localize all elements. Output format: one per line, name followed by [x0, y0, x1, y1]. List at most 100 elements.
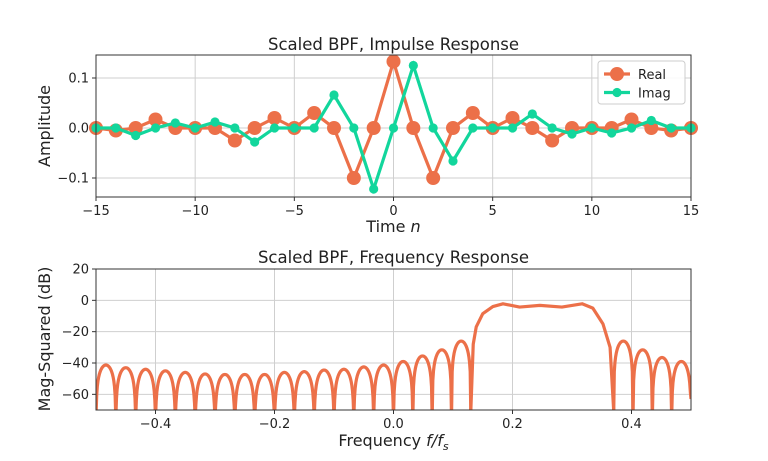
sidelobe: [193, 372, 217, 410]
xlabel-text: Frequency: [338, 431, 421, 450]
data-point: [428, 123, 438, 133]
data-point: [366, 121, 381, 135]
sidelobe: [430, 348, 453, 410]
xlabel-var: n: [411, 217, 421, 236]
sidelobe: [332, 367, 356, 410]
x-tick-label: 15: [683, 204, 700, 219]
xlabel-text: Time: [365, 217, 405, 236]
data-point: [488, 123, 498, 133]
sidelobe: [114, 366, 138, 410]
axes-frame: [95, 268, 692, 411]
x-tick-label: 0.4: [621, 417, 642, 432]
data-point: [465, 106, 480, 120]
sidelobe: [612, 339, 635, 410]
sidelobe: [631, 348, 654, 410]
sidelobe: [154, 369, 177, 410]
data-point: [567, 129, 577, 139]
sidelobe: [392, 359, 415, 410]
response-curve: [96, 302, 691, 410]
data-point: [128, 121, 143, 135]
y-tick-label: −20: [62, 325, 89, 340]
legend-label: Imag: [638, 87, 671, 102]
data-point: [468, 123, 478, 133]
data-point: [386, 55, 401, 69]
data-point: [388, 123, 399, 133]
y-tick-label: −40: [62, 357, 89, 372]
x-tick-label: 0.0: [383, 417, 404, 432]
data-point: [150, 123, 161, 133]
data-point: [624, 112, 639, 127]
data-point: [349, 123, 359, 133]
frequency-title: Scaled BPF, Frequency Response: [258, 248, 529, 267]
y-tick-label: 0.0: [68, 122, 89, 137]
impulse-title: Scaled BPF, Impulse Response: [268, 35, 519, 54]
data-point: [227, 133, 242, 148]
data-point: [210, 117, 220, 127]
sidelobe: [293, 370, 316, 410]
data-point: [646, 115, 656, 126]
sidelobe: [174, 370, 197, 410]
impulse-ylabel: Amplitude: [35, 85, 54, 167]
y-tick-label: 0: [81, 294, 89, 309]
x-tick-label: −0.4: [140, 417, 172, 432]
x-tick-label: 0: [389, 204, 397, 219]
data-point: [190, 123, 200, 133]
x-tick-label: −15: [82, 204, 109, 219]
impulse-response-axes: −15 −10 −5 0 5 10 15 −0.1 0.0 0.1 Real Imag: [57, 54, 700, 219]
frequency-xlabel: Frequency f/fs: [338, 431, 448, 453]
data-point: [131, 130, 141, 141]
frequency-response-axes: −0.4 −0.2 0.0 0.2 0.4 20 0 −20 −40 −60: [62, 263, 692, 432]
xlabel-sub: s: [443, 440, 449, 453]
data-point: [408, 60, 418, 71]
passband: [469, 302, 616, 410]
x-tick-label: 5: [489, 204, 497, 219]
sidelobe: [134, 367, 157, 410]
sidelobe: [450, 339, 473, 410]
data-point: [230, 123, 240, 133]
data-point: [505, 111, 520, 125]
sidelobe: [213, 372, 237, 410]
xlabel-var: f/f: [426, 431, 445, 450]
data-point: [507, 123, 518, 133]
frequency-ylabel: Mag-Squared (dB): [35, 267, 54, 412]
data-point: [448, 156, 458, 166]
data-point: [170, 118, 180, 128]
sidelobe: [352, 365, 376, 410]
sidelobe: [233, 372, 256, 410]
sidelobe: [312, 368, 336, 410]
y-tick-label: 20: [72, 263, 89, 278]
data-point: [644, 121, 659, 135]
data-point: [369, 184, 379, 194]
x-tick-label: −0.2: [259, 417, 291, 432]
data-point: [406, 121, 421, 135]
sidelobe: [96, 363, 118, 410]
axes-frame: [95, 54, 692, 198]
sidelobe: [411, 354, 434, 410]
x-tick-label: −10: [181, 204, 208, 219]
y-tick-label: −0.1: [57, 172, 89, 187]
x-tick-label: −5: [285, 204, 304, 219]
series-imag: [91, 60, 696, 195]
data-point: [307, 106, 322, 120]
data-point: [525, 121, 540, 135]
data-point: [329, 90, 339, 100]
y-tick-label: −60: [62, 388, 89, 403]
legend: Real Imag: [597, 60, 686, 105]
data-point: [309, 123, 319, 133]
sidelobe: [372, 363, 395, 410]
sidelobe: [253, 372, 276, 410]
data-point: [346, 171, 361, 185]
data-point: [247, 121, 262, 135]
data-point: [111, 123, 121, 133]
x-tick-label: 0.2: [502, 417, 523, 432]
data-point: [666, 123, 676, 133]
data-point: [250, 137, 260, 147]
impulse-xlabel: Time n: [365, 217, 420, 236]
sidelobe: [670, 359, 691, 410]
data-point: [446, 121, 460, 135]
data-point: [607, 128, 617, 138]
data-point: [148, 112, 163, 127]
data-point: [426, 171, 441, 185]
sidelobe: [273, 370, 296, 410]
